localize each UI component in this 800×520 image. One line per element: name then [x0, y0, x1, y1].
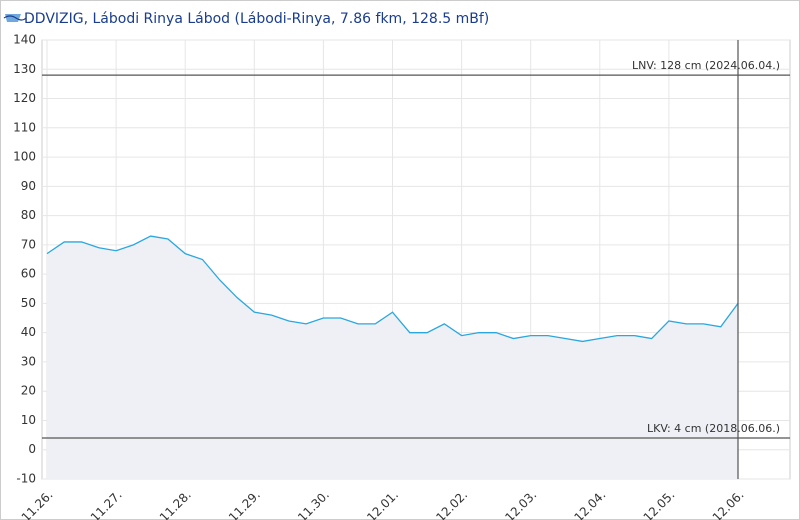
y-tick-label: 50 — [21, 296, 36, 310]
reference-label: LKV: 4 cm (2018.06.06.) — [647, 422, 780, 435]
reference-label: LNV: 128 cm (2024.06.04.) — [632, 59, 780, 72]
chart-title: DDVIZIG, Lábodi Rinya Lábod (Lábodi-Riny… — [24, 11, 489, 27]
y-tick-label: 130 — [13, 62, 36, 76]
y-tick-label: 60 — [21, 267, 36, 281]
area — [47, 236, 738, 479]
y-tick-label: 10 — [21, 413, 36, 427]
y-tick-label: 90 — [21, 179, 36, 193]
y-tick-label: 20 — [21, 384, 36, 398]
logo — [3, 14, 27, 22]
y-tick-label: 120 — [13, 91, 36, 105]
y-tick-label: 0 — [28, 442, 36, 456]
y-tick-label: 30 — [21, 354, 36, 368]
y-tick-label: 110 — [13, 120, 36, 134]
y-tick-label: 100 — [13, 150, 36, 164]
y-tick-label: 40 — [21, 325, 36, 339]
y-tick-label: 80 — [21, 208, 36, 222]
y-tick-label: 140 — [13, 33, 36, 47]
y-tick-label: 70 — [21, 237, 36, 251]
line — [46, 235, 739, 343]
y-tick-label: -10 — [16, 472, 36, 486]
